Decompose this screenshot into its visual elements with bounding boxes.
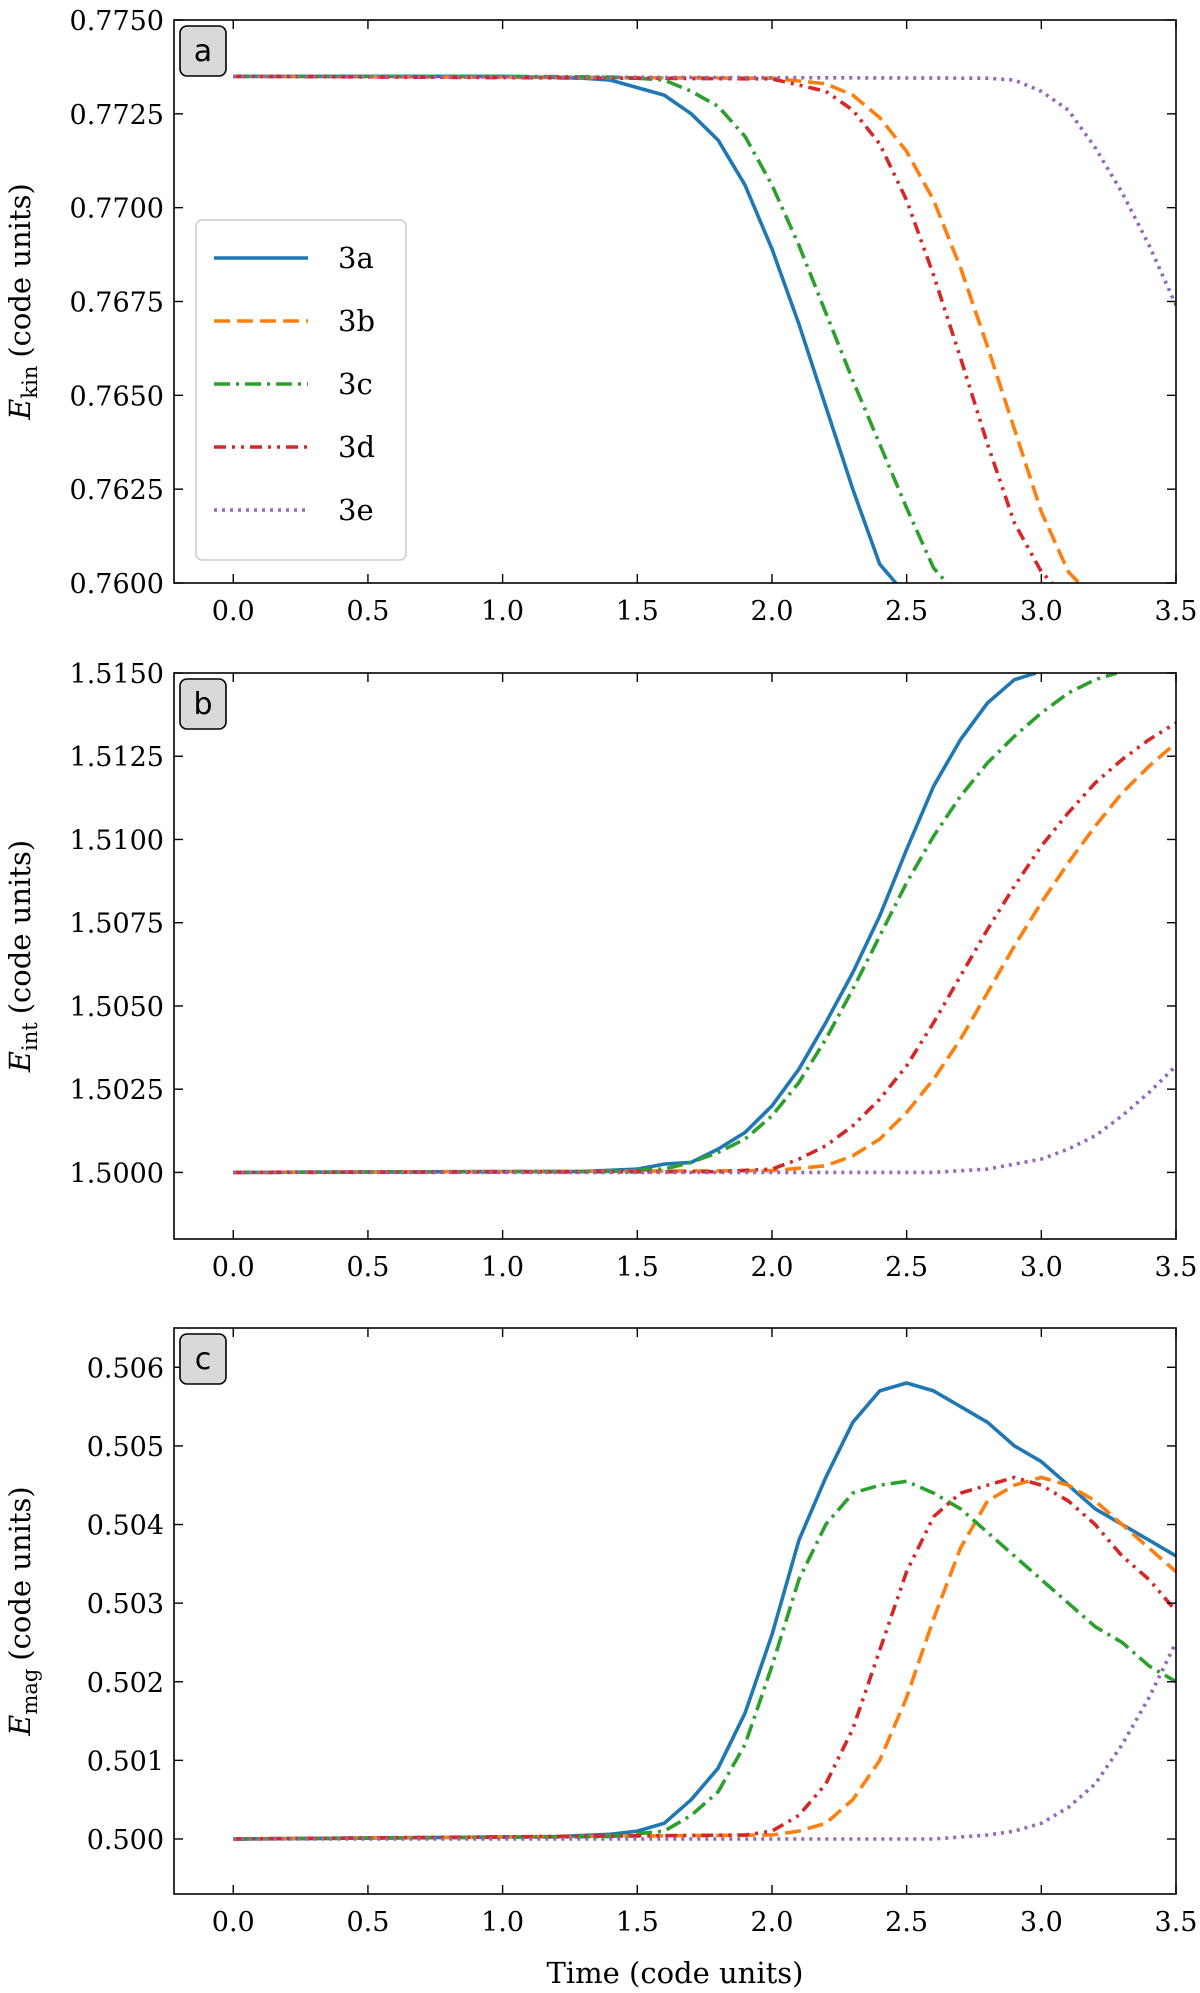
y-tick-label: 1.5100 [70,825,164,856]
y-tick-label: 0.502 [87,1668,164,1699]
series-line-3a [233,673,1037,1175]
x-tick-label: 0.5 [346,1252,389,1283]
y-axis-title-unit: (code units) [3,183,37,357]
y-axis-title-main: E [3,1715,37,1737]
series-line-3b [233,74,1081,583]
series-line-3b [233,741,1176,1175]
legend-label-3d: 3d [338,430,375,464]
series-group [233,74,1176,583]
y-axis-title: Ekin (code units) [3,183,42,421]
panel-b: 0.0 0.5 1.0 1.5 2.0 2.5 3.0 3.5 1.5000 1.5025 1.50… [3,659,1197,1283]
series-line-3e [233,1641,1176,1841]
y-tick-label: 1.5125 [70,742,164,773]
panel-a: 0.0 0.5 1.0 1.5 2.0 2.5 3.0 3.5 0.7600 0.7625 0.76… [3,6,1197,627]
y-axis-title-sub: kin [18,366,42,399]
series-line-3d [233,1475,1176,1841]
x-tick-label: 2.0 [750,596,793,627]
x-axis-title: Time (code units) [547,1956,804,1990]
x-tick-label: 1.0 [481,1907,524,1938]
y-axis-title-sub: mag [18,1669,42,1715]
y-tick-label: 1.5000 [70,1158,164,1189]
y-tick-label: 0.7700 [70,194,164,225]
x-tick-label: 1.0 [481,596,524,627]
legend-box [195,219,407,561]
y-axis-title-sub: int [18,1022,42,1051]
x-tick-label: 2.0 [750,1252,793,1283]
y-tick-label: 0.503 [87,1589,164,1620]
x-tick-label: 3.5 [1155,1252,1198,1283]
panel-tag-box [179,1333,227,1385]
legend: 3a 3b 3c 3d 3e [195,219,407,561]
y-tick-label: 0.7650 [70,381,164,412]
panel-c: 0.0 0.5 1.0 1.5 2.0 2.5 3.0 3.5 0.500 0.501 0.502 0… [3,1327,1198,1990]
x-tick-label: 1.5 [616,1907,659,1938]
x-tick-label: 3.0 [1020,1252,1063,1283]
y-tick-label: 0.7600 [70,569,164,600]
x-tick-label: 1.5 [616,1252,659,1283]
plot-frame [173,672,1177,1240]
y-axis-title-main: E [3,399,37,421]
series-line-3a [233,1381,1176,1841]
panel-tag-label: c [195,1342,212,1377]
x-tick-label: 2.0 [750,1907,793,1938]
x-tick-label: 2.5 [885,1252,928,1283]
x-tick-label: 0.0 [212,1907,255,1938]
x-tick-label: 1.5 [616,596,659,627]
y-axis-title-unit: (code units) [3,840,37,1014]
legend-label-3e: 3e [338,493,374,527]
panel-tag-label: b [193,687,212,722]
y-tick-label: 0.500 [87,1825,164,1856]
panel-tag-label: a [194,34,212,69]
panel-tag-box [179,25,227,77]
series-group [233,673,1176,1175]
series-line-3d [233,721,1176,1175]
y-axis-title: Emag (code units) [3,1486,42,1737]
series-line-3c [233,1479,1176,1841]
legend-label-3b: 3b [338,304,375,338]
x-tick-label: 0.0 [212,1252,255,1283]
y-tick-label: 1.5150 [70,659,164,690]
x-tick-label: 3.0 [1020,1907,1063,1938]
x-tick-label: 3.5 [1155,1907,1198,1938]
series-line-3d [233,74,1054,583]
x-tick-label: 0.5 [346,1907,389,1938]
x-tick-label: 2.5 [885,596,928,627]
x-tick-label: 0.0 [212,596,255,627]
series-group [233,1381,1176,1841]
legend-label-3a: 3a [338,241,374,275]
y-tick-label: 0.505 [87,1432,164,1463]
panel-tag-box [179,678,227,730]
x-tick-label: 3.0 [1020,596,1063,627]
y-tick-label: 0.501 [87,1746,164,1777]
series-line-3c [233,74,949,583]
y-axis-title-main: E [3,1051,37,1073]
legend-label-3c: 3c [338,367,373,401]
y-axis-title-unit: (code units) [3,1486,37,1660]
y-axis-title: Eint (code units) [3,840,42,1073]
y-tick-label: 1.5025 [70,1075,164,1106]
series-line-3b [233,1475,1176,1841]
y-tick-label: 0.504 [87,1511,164,1542]
x-tick-label: 0.5 [346,596,389,627]
x-tick-label: 3.5 [1155,596,1198,627]
y-tick-label: 0.7675 [70,288,164,319]
y-tick-label: 1.5050 [70,992,164,1023]
series-line-3c [233,673,1118,1175]
y-tick-label: 1.5075 [70,909,164,940]
y-tick-label: 0.7750 [70,6,164,37]
x-tick-label: 1.0 [481,1252,524,1283]
y-tick-label: 0.7625 [70,475,164,506]
y-tick-label: 0.506 [87,1353,164,1384]
plot-frame [173,1327,1177,1895]
x-tick-label: 2.5 [885,1907,928,1938]
y-tick-label: 0.7725 [70,100,164,131]
